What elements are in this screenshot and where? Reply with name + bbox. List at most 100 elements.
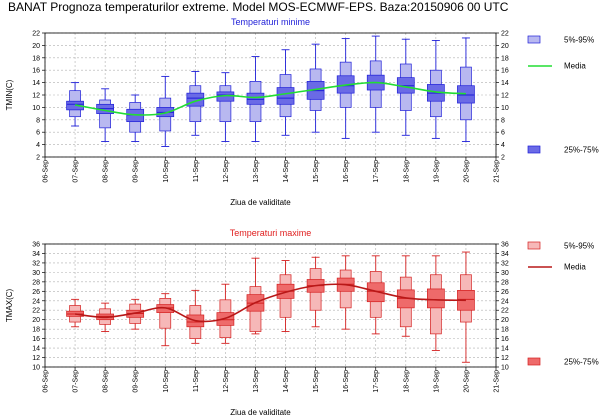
box-12-Sep xyxy=(216,283,235,344)
xtick-label: 16-Sep xyxy=(343,160,350,183)
ytick-label-left: 18 xyxy=(32,327,40,334)
ytick-label-left: 36 xyxy=(32,242,40,249)
legend-swatch-outer xyxy=(527,241,541,250)
xtick-label: 09-Sep xyxy=(133,370,140,393)
ytick-label-left: 8 xyxy=(36,117,40,124)
xtick-label: 08-Sep xyxy=(103,370,110,393)
ytick-label-right: 12 xyxy=(501,93,509,100)
ytick-label-right: 22 xyxy=(501,31,509,38)
panel-title: Temperaturi maxime xyxy=(230,228,312,238)
box-16-Sep xyxy=(336,255,355,330)
box-5-95 xyxy=(219,85,232,123)
ytick-label-left: 10 xyxy=(32,105,40,112)
mean-line xyxy=(74,81,466,116)
legend-label-outer: 5%-95% xyxy=(564,36,594,45)
xtick-label: 21-Sep xyxy=(494,160,501,183)
box-19-Sep xyxy=(427,255,445,351)
box-12-Sep xyxy=(216,72,235,142)
ytick-label-left: 16 xyxy=(32,68,40,75)
ytick-label-left: 22 xyxy=(32,308,40,315)
ytick-label-right: 6 xyxy=(501,130,505,137)
y-axis-label: TMAX(C) xyxy=(5,289,14,323)
panel-title: Temperaturi minime xyxy=(231,17,310,27)
ytick-label-left: 30 xyxy=(32,270,40,277)
xtick-label: 20-Sep xyxy=(463,160,470,183)
ytick-label-right: 20 xyxy=(501,43,509,50)
xtick-label: 07-Sep xyxy=(73,370,80,393)
xtick-label: 13-Sep xyxy=(253,160,260,183)
ytick-label-right: 20 xyxy=(501,317,509,324)
ytick-label-right: 36 xyxy=(501,242,509,249)
ytick-label-right: 12 xyxy=(501,355,509,362)
mean-line xyxy=(74,283,466,323)
xtick-label: 06-Sep xyxy=(43,160,50,183)
box-25-75 xyxy=(457,85,475,104)
legend-label-mean: Media xyxy=(564,62,586,71)
xtick-label: 08-Sep xyxy=(103,160,110,183)
xtick-label: 10-Sep xyxy=(163,160,170,183)
tmax-panel: Temperaturi maxime 10 10 12 12 14 14 16 16 18 18 20… xyxy=(5,228,599,417)
xtick-label: 06-Sep xyxy=(43,370,50,393)
box-14-Sep xyxy=(276,260,295,332)
xtick-label: 15-Sep xyxy=(313,370,320,393)
box-19-Sep xyxy=(427,39,445,139)
xtick-label: 11-Sep xyxy=(193,160,200,182)
ytick-label-right: 18 xyxy=(501,327,509,334)
box-13-Sep xyxy=(246,56,265,142)
ytick-label-left: 26 xyxy=(32,289,40,296)
xtick-label: 14-Sep xyxy=(283,160,290,183)
box-25-75 xyxy=(276,87,295,105)
ytick-label-left: 12 xyxy=(32,93,40,100)
xtick-label: 17-Sep xyxy=(373,370,380,393)
ytick-label-right: 2 xyxy=(501,155,505,162)
legend-swatch-outer xyxy=(527,35,541,44)
xtick-label: 14-Sep xyxy=(283,370,290,393)
x-axis-label: Ziua de validitate xyxy=(230,408,291,417)
xtick-label: 18-Sep xyxy=(403,160,410,183)
ytick-label-right: 16 xyxy=(501,336,509,343)
ytick-label-right: 24 xyxy=(501,298,509,305)
legend-label-inner: 25%-75% xyxy=(564,146,599,155)
main-title: BANAT Prognoza temperaturilor extreme. M… xyxy=(8,0,509,14)
ytick-label-left: 22 xyxy=(32,31,40,38)
x-axis-label: Ziua de validitate xyxy=(230,198,291,207)
plot-frame xyxy=(44,32,497,158)
legend-swatch-inner xyxy=(527,357,541,366)
ytick-label-right: 14 xyxy=(501,80,509,87)
box-10-Sep xyxy=(156,293,175,347)
ytick-label-left: 20 xyxy=(32,317,40,324)
box-16-Sep xyxy=(336,38,355,139)
box-11-Sep xyxy=(186,289,205,344)
xtick-label: 20-Sep xyxy=(463,370,470,393)
y-axis-label: TMIN(C) xyxy=(5,79,14,110)
ytick-label-right: 14 xyxy=(501,346,509,353)
xtick-label: 09-Sep xyxy=(133,160,140,183)
xtick-label: 15-Sep xyxy=(313,160,320,183)
box-17-Sep xyxy=(366,255,385,335)
ytick-label-left: 18 xyxy=(32,55,40,62)
ytick-label-right: 4 xyxy=(501,142,505,149)
xtick-label: 19-Sep xyxy=(433,160,440,183)
ytick-label-left: 14 xyxy=(32,346,40,353)
box-07-Sep xyxy=(66,82,84,127)
xtick-label: 11-Sep xyxy=(193,370,200,392)
legend-swatch-inner xyxy=(527,145,541,154)
ytick-label-right: 22 xyxy=(501,308,509,315)
box-20-Sep xyxy=(457,251,475,363)
legend-label-mean: Media xyxy=(564,263,586,272)
ytick-label-right: 10 xyxy=(501,105,509,112)
ytick-label-left: 34 xyxy=(32,251,40,258)
xtick-label: 19-Sep xyxy=(433,370,440,393)
ytick-label-left: 24 xyxy=(32,298,40,305)
ytick-label-right: 8 xyxy=(501,117,505,124)
xtick-label: 10-Sep xyxy=(163,370,170,393)
ytick-label-right: 10 xyxy=(501,365,509,372)
legend-label-inner: 25%-75% xyxy=(564,358,599,367)
ytick-label-left: 2 xyxy=(36,155,40,162)
box-5-95 xyxy=(159,298,172,329)
ytick-label-right: 32 xyxy=(501,260,509,267)
ytick-label-left: 28 xyxy=(32,279,40,286)
xtick-label: 18-Sep xyxy=(403,370,410,393)
